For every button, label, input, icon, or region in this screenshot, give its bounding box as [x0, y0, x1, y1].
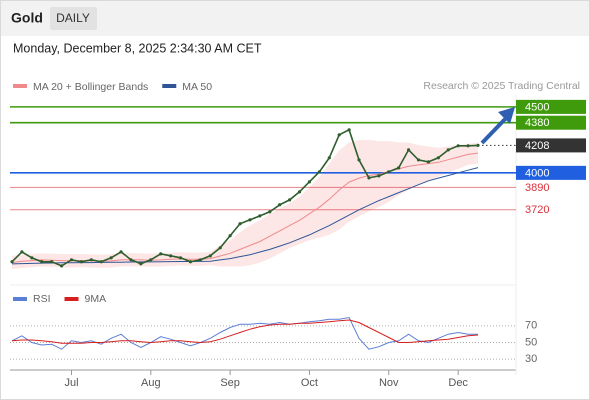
price-point [149, 258, 153, 262]
timestamp: Monday, December 8, 2025 2:34:30 AM CET [13, 41, 262, 55]
current-price-label: 4208 [525, 140, 549, 152]
arrow-head [498, 107, 515, 124]
level-label: 3720 [525, 204, 549, 216]
price-point [337, 133, 341, 137]
x-tick-label: Aug [141, 377, 161, 389]
current-price-box [516, 138, 586, 153]
timeframe-badge[interactable] [50, 7, 97, 30]
instrument-title: Gold [11, 10, 43, 26]
x-tick-label: Oct [301, 377, 318, 389]
price-point [416, 158, 421, 162]
price-point [456, 144, 460, 148]
price-point [20, 250, 24, 254]
price-point [367, 176, 371, 180]
price-point [288, 198, 292, 202]
rsi-line [11, 316, 478, 350]
legend-label: RSI [33, 293, 51, 305]
legend-label: 9MA [85, 293, 107, 305]
price-point [139, 262, 143, 266]
price-point [208, 254, 212, 258]
price-point [446, 148, 450, 152]
price-point [59, 264, 64, 268]
level-box [516, 99, 586, 114]
price-point [109, 256, 113, 260]
price-point [178, 256, 183, 260]
header-bar [1, 1, 589, 36]
price-point [268, 210, 272, 214]
price-point [397, 166, 401, 170]
price-point [278, 203, 282, 207]
price-point [248, 218, 252, 222]
rsi-tick-label: 70 [525, 320, 537, 332]
price-point [159, 252, 163, 256]
price-point [406, 148, 411, 152]
copyright: Research © 2025 Trading Central [423, 80, 580, 92]
legend-swatch [13, 297, 27, 301]
price-point [40, 260, 44, 264]
legend-swatch [13, 84, 27, 88]
level-box [516, 165, 586, 180]
price-point [89, 258, 93, 262]
level-label: 4000 [525, 167, 549, 179]
price-point [79, 260, 84, 264]
price-point [307, 180, 312, 184]
plot: 4500 4380 4000 3890 3720 4208 MA 20 + Bollinge… [10, 81, 586, 389]
x-tick-label: Nov [379, 377, 399, 389]
price-point [317, 170, 321, 174]
level-label: 3890 [525, 182, 549, 194]
x-tick-label: Jul [64, 377, 78, 389]
price-line [11, 128, 479, 267]
legend-label: MA 20 + Bollinger Bands [33, 81, 148, 93]
price-point [327, 156, 331, 160]
price-point [377, 174, 381, 178]
level-box [516, 115, 586, 130]
price-point [218, 246, 222, 250]
forecast-arrow [480, 114, 510, 145]
price-point [188, 260, 193, 264]
price-point [297, 190, 302, 194]
x-tick-label: Dec [448, 377, 468, 389]
price-point [238, 222, 242, 226]
x-tick-label: Sep [220, 377, 240, 389]
price-point [10, 260, 14, 264]
price-point [228, 234, 232, 238]
price-point [347, 128, 351, 132]
price-point [387, 170, 391, 174]
rsi-tick-label: 30 [525, 353, 537, 365]
price-point [466, 144, 470, 148]
price-point [426, 160, 431, 164]
price-point [30, 256, 34, 260]
price-point [169, 254, 173, 258]
price-point [258, 214, 262, 218]
price-point [198, 258, 202, 262]
level-label: 4380 [525, 117, 549, 129]
price-point [69, 258, 74, 262]
price-point [99, 260, 103, 264]
legend-label: MA 50 [182, 81, 212, 93]
level-label: 4500 [525, 101, 549, 113]
ma-line [11, 167, 479, 265]
price-point [436, 156, 440, 160]
price-point [119, 250, 123, 254]
legend-swatch [162, 84, 177, 88]
timeframe-label: DAILY [56, 11, 90, 25]
rsi-line [11, 319, 479, 344]
legend-swatch [64, 297, 79, 301]
price-point [129, 258, 133, 262]
price-point [50, 260, 54, 264]
price-point [357, 158, 361, 162]
rsi-tick-label: 50 [525, 336, 537, 348]
price-point [476, 143, 480, 148]
